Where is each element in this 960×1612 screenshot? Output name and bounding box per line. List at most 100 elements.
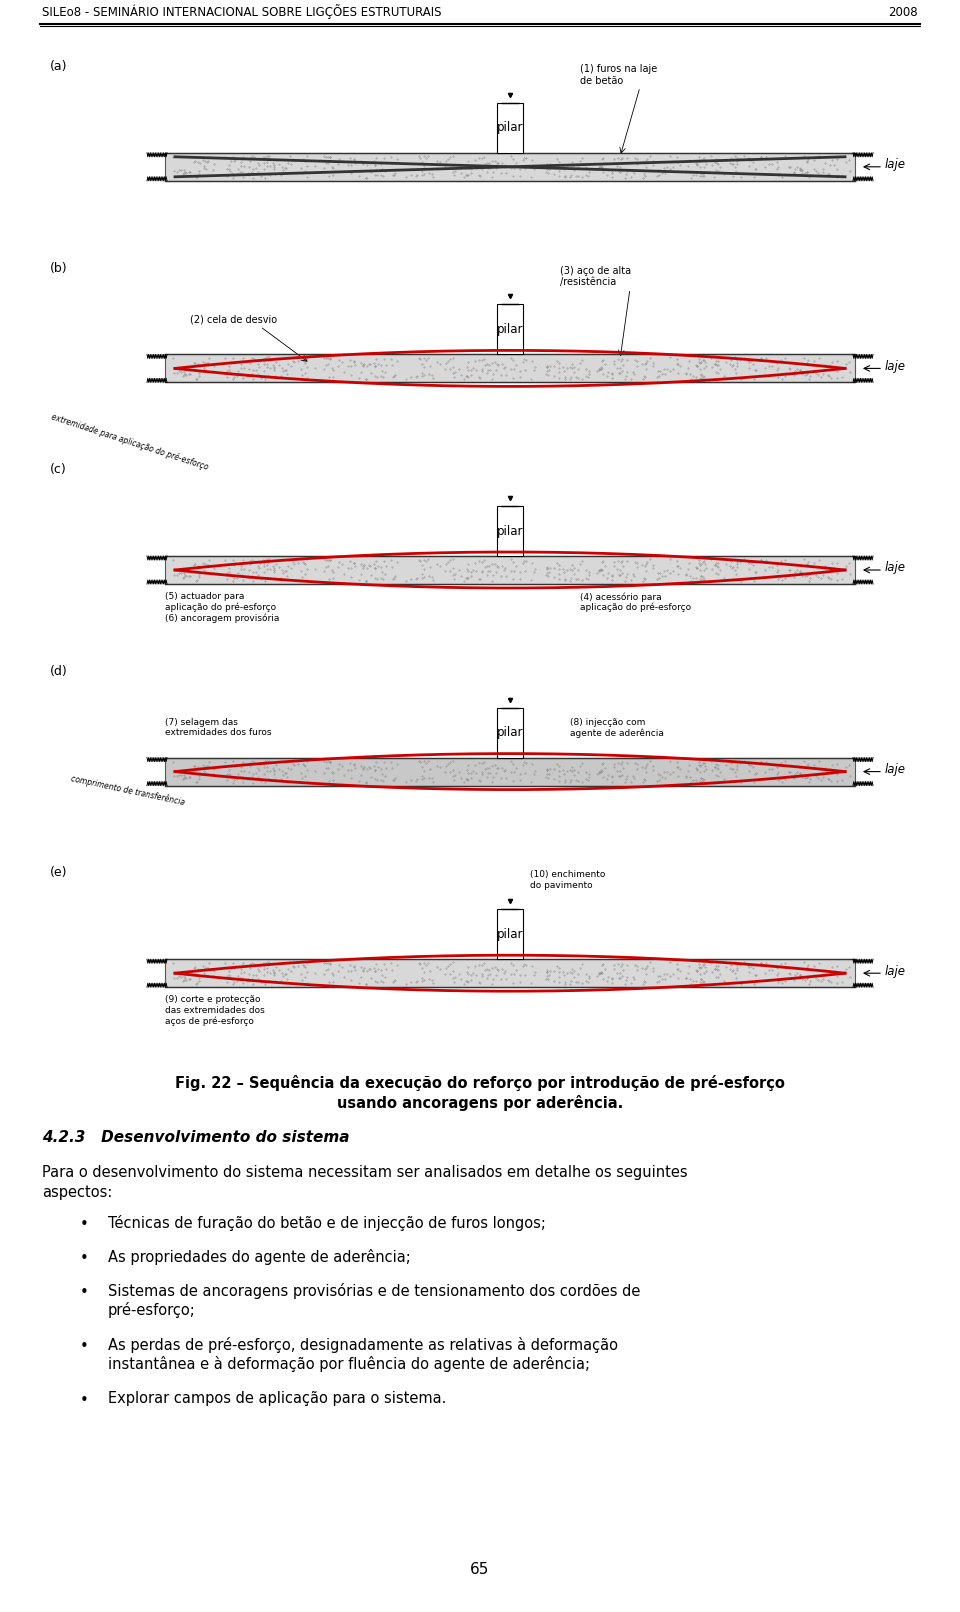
Point <box>343 161 358 187</box>
Point <box>414 964 429 990</box>
Point <box>298 359 313 385</box>
Point <box>385 555 400 580</box>
Point <box>662 546 678 572</box>
Point <box>197 155 212 181</box>
Point <box>323 143 338 169</box>
Point <box>228 751 243 777</box>
Point <box>781 759 797 785</box>
Point <box>480 956 495 982</box>
Point <box>800 956 815 982</box>
Point <box>336 158 351 184</box>
Point <box>472 970 488 996</box>
Point <box>414 754 429 780</box>
Point <box>343 347 358 372</box>
Point <box>592 759 608 785</box>
Point <box>637 163 653 189</box>
Point <box>612 966 628 991</box>
Point <box>683 563 698 588</box>
Point <box>546 353 562 379</box>
Point <box>445 546 461 572</box>
Point <box>792 559 807 585</box>
Point <box>692 954 708 980</box>
Point <box>498 160 514 185</box>
Point <box>793 762 808 788</box>
Point <box>771 767 786 793</box>
Point <box>773 347 788 372</box>
Point <box>265 553 280 579</box>
Point <box>654 160 669 185</box>
Point <box>552 158 567 184</box>
Point <box>612 966 627 991</box>
Point <box>385 163 400 189</box>
Point <box>729 145 744 171</box>
Point <box>560 959 575 985</box>
Point <box>245 160 260 185</box>
Point <box>593 356 609 382</box>
Point <box>817 351 832 377</box>
Point <box>589 156 605 182</box>
Point <box>336 762 351 788</box>
Point <box>189 567 204 593</box>
Point <box>346 953 361 978</box>
Point <box>639 348 655 374</box>
Point <box>490 754 505 780</box>
Point <box>649 364 664 390</box>
Point <box>695 766 710 791</box>
Point <box>198 148 213 174</box>
Point <box>274 766 289 791</box>
Point <box>357 351 372 377</box>
Point <box>539 758 554 783</box>
Point <box>658 563 673 588</box>
Point <box>746 553 761 579</box>
Point <box>708 351 723 377</box>
Point <box>704 143 719 169</box>
Point <box>334 148 349 174</box>
Point <box>669 951 684 977</box>
Point <box>708 550 724 575</box>
Point <box>297 751 312 777</box>
Point <box>307 153 323 179</box>
Point <box>316 961 331 987</box>
Point <box>277 961 293 987</box>
Point <box>316 558 331 584</box>
Point <box>708 150 723 176</box>
Text: pilar: pilar <box>496 725 523 738</box>
Point <box>589 761 605 787</box>
Point <box>233 758 249 783</box>
Point <box>728 964 743 990</box>
Point <box>645 350 660 376</box>
Point <box>182 160 198 185</box>
Point <box>386 969 401 995</box>
Point <box>619 561 635 587</box>
Point <box>591 155 607 181</box>
Point <box>595 347 611 372</box>
Point <box>557 559 572 585</box>
Point <box>497 959 513 985</box>
Point <box>340 353 355 379</box>
Point <box>619 359 635 385</box>
Text: SILEo8 - SEMINÁRIO INTERNACIONAL SOBRE LIGÇÕES ESTRUTURAIS: SILEo8 - SEMINÁRIO INTERNACIONAL SOBRE L… <box>42 5 442 19</box>
Point <box>801 953 816 978</box>
Point <box>801 147 816 172</box>
Point <box>570 969 586 995</box>
Point <box>464 160 479 185</box>
Point <box>817 150 832 176</box>
Point <box>742 750 757 775</box>
Point <box>526 962 541 988</box>
Point <box>685 767 701 793</box>
Point <box>593 558 609 584</box>
Point <box>605 160 620 185</box>
Point <box>320 748 335 774</box>
Point <box>283 555 299 580</box>
Point <box>829 953 845 978</box>
Point <box>597 553 612 579</box>
Point <box>724 951 739 977</box>
Point <box>605 567 620 593</box>
Point <box>558 769 573 795</box>
Point <box>191 359 206 385</box>
Point <box>250 351 265 377</box>
Point <box>599 969 614 995</box>
Point <box>353 964 369 990</box>
Point <box>262 355 277 380</box>
Point <box>507 759 522 785</box>
